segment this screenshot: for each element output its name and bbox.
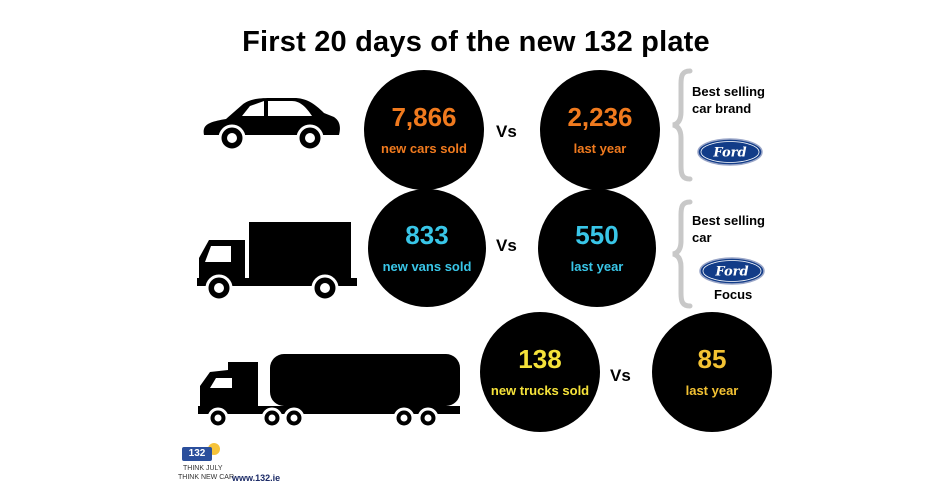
trucks-sold-value: 138 <box>518 344 562 374</box>
best-brand-text: Best selling car brand <box>692 83 765 117</box>
best-car-line2: car <box>692 230 712 245</box>
truck-icon <box>198 354 460 429</box>
vans-last-year-label: last year <box>570 259 624 274</box>
vans-sold-circle: 833 new vans sold <box>368 189 486 307</box>
brace-icon <box>672 199 693 309</box>
brace-icon <box>672 68 693 182</box>
best-brand-line1: Best selling <box>692 84 765 99</box>
page-title: First 20 days of the new 132 plate <box>242 26 710 58</box>
ford-logo-icon: Ford <box>699 257 765 285</box>
best-car-model: Focus <box>714 287 753 302</box>
vans-last-year-circle: 550 last year <box>538 189 656 307</box>
ford-logo-text: Ford <box>712 146 746 161</box>
footer-logo-text: 132 <box>182 447 212 461</box>
trucks-last-year-value: 85 <box>697 344 727 374</box>
vans-vs-label: Vs <box>496 236 517 255</box>
cars-vs-label: Vs <box>496 122 517 141</box>
best-brand-line2: car brand <box>692 101 752 116</box>
car-icon <box>203 98 340 151</box>
best-car-line1: Best selling <box>692 213 765 228</box>
vans-sold-value: 833 <box>405 220 449 250</box>
footer-tagline-2: THINK NEW CAR <box>178 474 234 481</box>
cars-sold-label: new cars sold <box>381 141 467 156</box>
trucks-sold-label: new trucks sold <box>490 383 590 398</box>
cars-last-year-label: last year <box>573 141 627 156</box>
van-icon <box>197 222 357 302</box>
footer-url-link[interactable]: www.132.ie <box>232 473 281 483</box>
cars-sold-value: 7,866 <box>391 102 457 132</box>
trucks-vs-label: Vs <box>610 366 631 385</box>
trucks-sold-circle: 138 new trucks sold <box>480 312 600 432</box>
best-car-text: Best selling car <box>692 212 765 246</box>
ford-logo-icon: Ford <box>697 138 763 166</box>
vans-sold-label: new vans sold <box>382 259 472 274</box>
footer-tagline-1: THINK JULY <box>183 465 223 472</box>
footer-logo: 132 <box>182 443 220 461</box>
vans-last-year-value: 550 <box>575 220 619 250</box>
ford-logo-text: Ford <box>714 265 748 280</box>
cars-last-year-circle: 2,236 last year <box>540 70 660 190</box>
trucks-last-year-circle: 85 last year <box>652 312 772 432</box>
cars-last-year-value: 2,236 <box>567 102 633 132</box>
cars-sold-circle: 7,866 new cars sold <box>364 70 484 190</box>
trucks-last-year-label: last year <box>685 383 739 398</box>
